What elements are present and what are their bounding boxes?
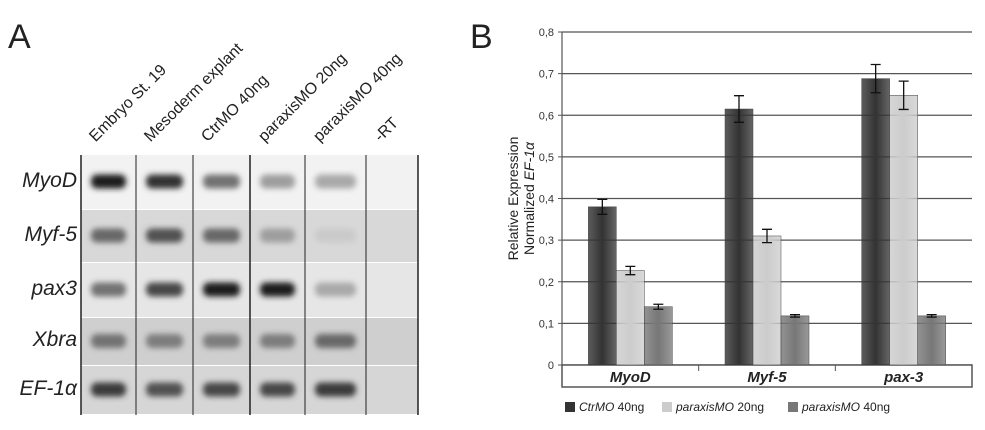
bar	[616, 270, 645, 366]
y-tick-label: 0,3	[539, 235, 554, 247]
gel-band	[91, 228, 126, 243]
category-label: MyoD	[610, 369, 651, 386]
gel-band	[260, 228, 295, 243]
legend-swatch	[662, 402, 672, 412]
gel-image	[80, 155, 419, 415]
gel-band	[91, 282, 126, 297]
bar	[752, 235, 782, 366]
bar	[917, 315, 946, 366]
error-bar	[762, 228, 772, 244]
error-bar	[870, 63, 881, 94]
error-bar	[898, 80, 909, 111]
gel-band	[315, 228, 356, 243]
error-bar	[790, 313, 800, 318]
gene-row-label: MyoD	[22, 168, 77, 192]
gel-band	[315, 282, 356, 297]
y-tick-label: 0,4	[539, 194, 554, 206]
gel-band	[91, 382, 126, 397]
gel-band	[315, 382, 356, 397]
y-tick-label: 0,8	[539, 27, 554, 39]
bar	[861, 78, 890, 366]
gene-row-label: pax3	[31, 276, 77, 300]
bar	[780, 315, 810, 366]
gel-band	[146, 174, 183, 189]
gel-band	[260, 334, 295, 348]
legend-entry: paraxisMO 20ng	[675, 400, 764, 414]
bar	[644, 306, 673, 366]
legend-entry: CtrMO 40ng	[579, 400, 644, 414]
y-axis-label: Relative ExpressionNormalized EF-1α	[505, 137, 537, 261]
gene-row-label: Xbra	[32, 328, 77, 351]
bar	[588, 206, 617, 366]
category-label: pax-3	[883, 369, 924, 386]
error-bar	[734, 95, 744, 123]
gel-band	[91, 174, 126, 189]
error-bar	[926, 313, 937, 318]
y-tick-label: 0	[548, 360, 554, 372]
y-tick-label: 0,1	[539, 318, 554, 330]
gel-band	[203, 282, 240, 297]
gel-band	[146, 228, 183, 243]
gene-row-label: EF-1α	[19, 376, 77, 400]
gel-band	[203, 174, 240, 189]
panel-a-letter: A	[8, 18, 31, 56]
legend-swatch	[565, 402, 575, 412]
error-bar	[653, 303, 664, 310]
gel-band	[146, 282, 183, 297]
legend-entry: paraxisMO 40ng	[801, 400, 890, 414]
error-bar	[625, 265, 636, 276]
bar	[889, 95, 918, 366]
error-bar	[597, 198, 608, 215]
gel-band	[203, 334, 240, 348]
category-label: Myf-5	[747, 369, 787, 386]
gel-band	[203, 228, 240, 243]
bar	[724, 108, 754, 366]
panel-b-letter: B	[470, 18, 493, 56]
gel-band	[91, 334, 126, 348]
gel-band	[203, 382, 240, 397]
gel-band	[146, 382, 183, 397]
y-tick-label: 0,6	[539, 110, 554, 122]
gel-band	[146, 334, 183, 348]
gel-band	[315, 334, 356, 348]
gel-band	[260, 282, 295, 297]
y-tick-label: 0,2	[539, 277, 554, 289]
gel-band	[260, 382, 295, 397]
legend-swatch	[788, 402, 798, 412]
y-tick-label: 0,5	[539, 152, 554, 164]
y-tick-label: 0,7	[539, 69, 554, 81]
gel-band	[315, 174, 356, 189]
gel-band	[260, 174, 295, 189]
gene-row-label: Myf-5	[24, 222, 78, 246]
